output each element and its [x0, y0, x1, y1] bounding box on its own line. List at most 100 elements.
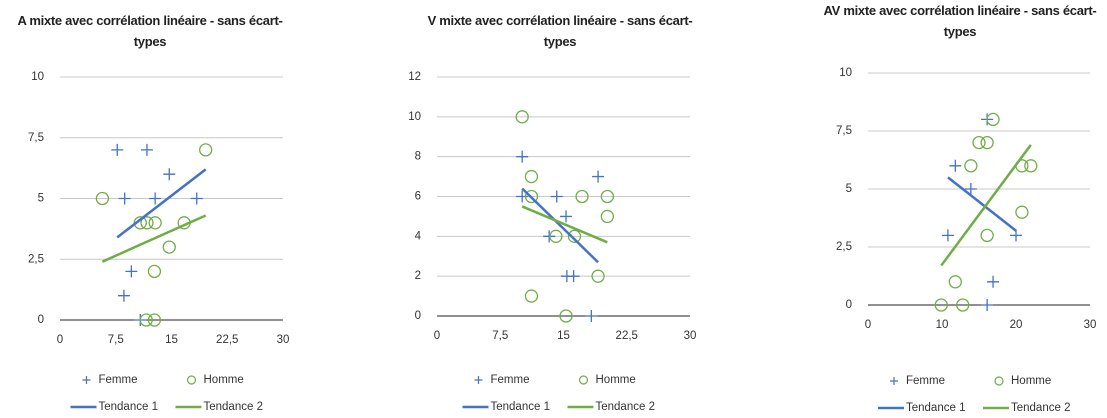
plus-marker	[987, 275, 1000, 288]
chart-title: V mixte avec corrélation linéaire - sans…	[427, 13, 693, 49]
x-tick-label: 22,5	[616, 330, 638, 342]
x-tick-label: 30	[684, 330, 697, 342]
circle-marker	[980, 228, 994, 243]
circle-marker	[980, 135, 994, 150]
legend-label: Tendance 1	[99, 401, 158, 413]
circle-marker	[972, 135, 986, 150]
trend-line	[940, 144, 1032, 267]
y-tick-label: 0	[846, 299, 852, 311]
y-tick-label: 12	[408, 71, 421, 83]
y-tick-label: 2,5	[28, 253, 44, 265]
x-tick-label: 15	[165, 334, 178, 346]
circle-marker	[986, 112, 1000, 127]
trend-line	[521, 205, 608, 244]
legend-label: Femme	[99, 374, 138, 386]
circle-marker	[148, 216, 162, 230]
chart-title: A mixte avec corrélation linéaire - sans…	[17, 13, 283, 49]
trend-line	[947, 176, 1017, 232]
y-tick-label: 0	[415, 310, 421, 322]
plus-marker	[560, 210, 573, 223]
y-tick-label: 10	[839, 67, 852, 79]
circle-marker	[948, 275, 962, 289]
plus-marker	[125, 265, 138, 278]
x-tick-label: 30	[1084, 319, 1097, 331]
plus-marker	[981, 299, 994, 311]
plus-marker	[149, 192, 162, 205]
legend-key	[474, 376, 483, 384]
plus-marker	[190, 192, 203, 205]
circle-marker	[591, 269, 605, 283]
legend-key	[186, 375, 197, 385]
plus-marker	[964, 183, 977, 195]
legend-label: Tendance 2	[1011, 402, 1070, 414]
plus-marker	[592, 170, 605, 183]
x-tick-label: 22,5	[216, 334, 238, 346]
legend-key	[578, 375, 589, 385]
legend-key	[994, 376, 1004, 386]
plus-marker	[585, 310, 598, 322]
legend-key	[82, 376, 91, 384]
legend-label: Tendance 2	[204, 401, 263, 413]
circle-marker	[147, 264, 162, 279]
plus-marker	[118, 192, 131, 205]
circle-marker	[559, 309, 573, 323]
circle-marker	[139, 313, 153, 327]
y-tick-label: 7,5	[28, 132, 44, 144]
y-tick-label: 2,5	[836, 241, 852, 253]
circle-marker	[524, 169, 539, 184]
plus-marker	[1010, 229, 1022, 242]
circle-marker	[964, 159, 978, 173]
y-tick-label: 8	[415, 151, 421, 163]
legend-label: Homme	[596, 374, 636, 386]
plus-marker	[140, 143, 153, 156]
x-tick-label: 30	[277, 334, 290, 346]
legend-label: Homme	[204, 374, 244, 386]
circle-marker	[1024, 159, 1038, 173]
plus-marker	[949, 159, 962, 172]
plus-marker	[516, 150, 529, 163]
trend-line	[116, 168, 207, 239]
x-tick-label: 7,5	[492, 330, 508, 342]
circle-marker	[956, 298, 970, 312]
y-tick-label: 10	[31, 71, 44, 83]
x-tick-label: 0	[434, 330, 440, 342]
y-tick-label: 4	[415, 230, 422, 242]
x-tick-label: 10	[936, 319, 949, 331]
y-tick-label: 5	[846, 183, 852, 195]
trend-line	[101, 214, 207, 263]
circle-marker	[162, 240, 176, 254]
legend-label: Homme	[1011, 375, 1051, 387]
chart-title: AV mixte avec corrélation linéaire - san…	[823, 3, 1097, 39]
y-tick-label: 2	[415, 270, 421, 282]
circle-marker	[575, 189, 589, 204]
plus-marker	[516, 190, 529, 203]
x-tick-label: 0	[865, 319, 871, 331]
y-tick-label: 7,5	[836, 125, 852, 137]
y-tick-label: 0	[38, 314, 44, 326]
circle-marker	[524, 189, 539, 204]
x-tick-label: 20	[1010, 319, 1023, 331]
circle-marker	[567, 229, 582, 243]
legend-label: Femme	[906, 375, 945, 387]
legend-label: Tendance 1	[491, 401, 550, 413]
circle-marker	[524, 289, 539, 303]
circle-marker	[199, 143, 213, 157]
plus-marker	[117, 289, 130, 302]
legend-key	[890, 377, 898, 385]
circle-marker	[515, 110, 529, 124]
x-tick-label: 0	[57, 334, 63, 346]
circle-marker	[147, 313, 162, 327]
y-tick-label: 5	[38, 193, 44, 205]
circle-marker	[140, 216, 154, 230]
circle-marker	[934, 298, 948, 312]
circle-marker	[1015, 205, 1029, 219]
y-tick-label: 10	[408, 111, 421, 123]
plus-marker	[567, 270, 580, 283]
legend-label: Tendance 2	[596, 401, 655, 413]
x-tick-label: 7,5	[108, 334, 124, 346]
x-tick-label: 15	[557, 330, 570, 342]
circle-marker	[549, 229, 563, 243]
plus-marker	[543, 230, 556, 243]
